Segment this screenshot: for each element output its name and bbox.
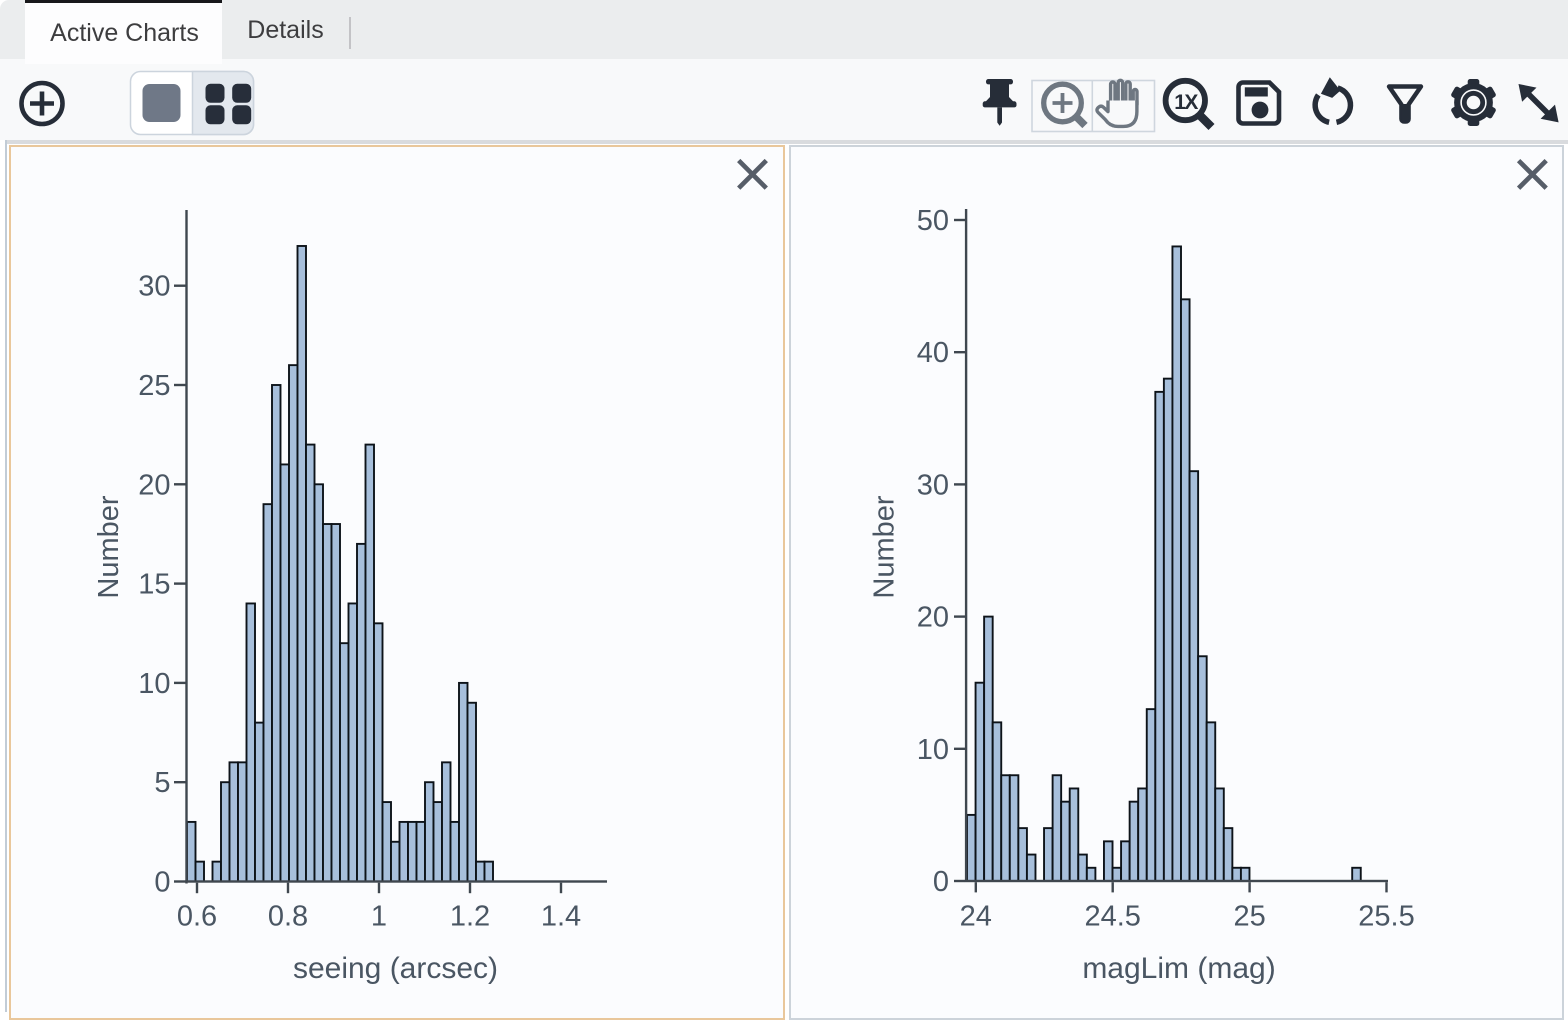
svg-text:0.6: 0.6 (177, 901, 217, 933)
svg-text:24: 24 (960, 901, 992, 933)
svg-text:seeing (arcsec): seeing (arcsec) (293, 952, 498, 985)
svg-text:20: 20 (138, 469, 170, 501)
svg-text:30: 30 (138, 271, 170, 303)
svg-text:1: 1 (371, 901, 387, 933)
svg-text:1.4: 1.4 (541, 901, 581, 933)
svg-text:Number: Number (93, 495, 125, 598)
svg-text:0: 0 (154, 867, 170, 899)
svg-text:20: 20 (917, 602, 949, 634)
svg-text:25: 25 (1233, 901, 1265, 933)
svg-text:10: 10 (138, 668, 170, 700)
svg-text:0: 0 (933, 866, 949, 898)
svg-text:10: 10 (917, 734, 949, 766)
svg-text:5: 5 (154, 767, 170, 799)
svg-text:0.8: 0.8 (268, 901, 308, 933)
svg-text:1X: 1X (1174, 91, 1198, 114)
svg-text:Number: Number (869, 495, 901, 598)
svg-text:magLim (mag): magLim (mag) (1082, 952, 1275, 985)
svg-text:15: 15 (138, 569, 170, 601)
svg-text:1.2: 1.2 (450, 901, 490, 933)
svg-text:24.5: 24.5 (1084, 901, 1140, 933)
svg-text:25.5: 25.5 (1358, 901, 1414, 933)
svg-text:50: 50 (917, 205, 949, 237)
svg-text:30: 30 (917, 469, 949, 501)
svg-text:40: 40 (917, 337, 949, 369)
svg-text:25: 25 (138, 370, 170, 402)
